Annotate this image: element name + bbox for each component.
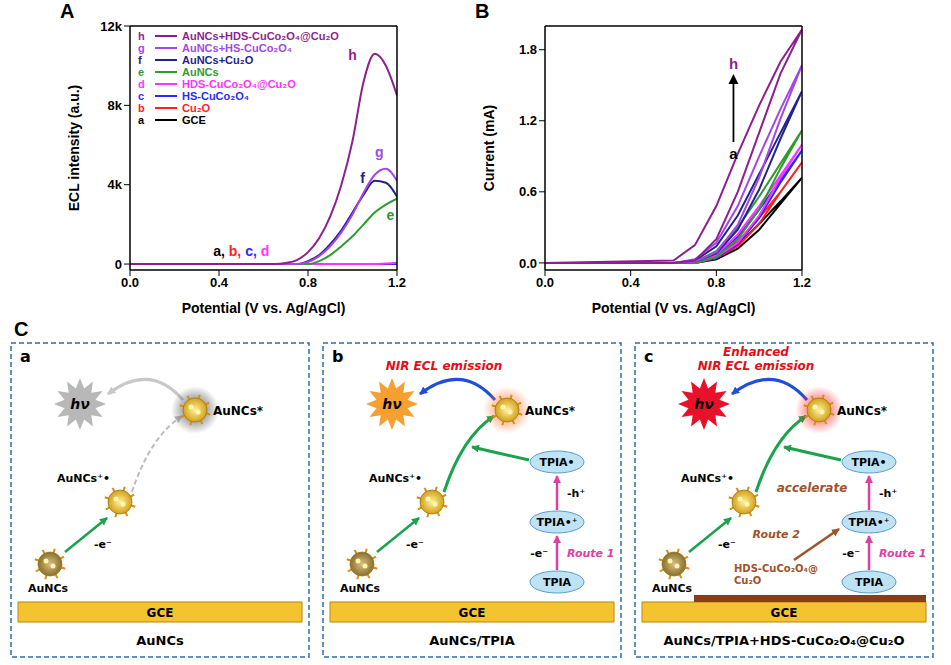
svg-text:0.6: 0.6 xyxy=(519,184,537,199)
html-text:AuNCs: AuNCs xyxy=(182,66,219,78)
html-text:AuNCs+Cu₂O: AuNCs+Cu₂O xyxy=(182,54,254,66)
svg-text:AuNCs*: AuNCs* xyxy=(837,404,888,418)
svg-text:0.4: 0.4 xyxy=(210,275,229,290)
svg-text:AuNCs*: AuNCs* xyxy=(525,404,576,418)
html-text:AuNCs+HS-CuCo₂O₄: AuNCs+HS-CuCo₂O₄ xyxy=(182,42,293,54)
svg-text:AuNCs: AuNCs xyxy=(652,582,693,595)
html-text:g: g xyxy=(138,42,145,54)
svg-text:1.8: 1.8 xyxy=(519,42,537,57)
svg-text:-h⁺: -h⁺ xyxy=(567,487,585,500)
html-text:A: A xyxy=(60,0,75,22)
svg-text:hν: hν xyxy=(382,396,402,412)
svg-text:0.0: 0.0 xyxy=(536,275,554,290)
svg-text:Potential (V vs. Ag/AgCl): Potential (V vs. Ag/AgCl) xyxy=(182,300,346,316)
svg-text:-e⁻: -e⁻ xyxy=(94,538,112,551)
svg-text:TPIA•⁺: TPIA•⁺ xyxy=(848,516,889,529)
svg-text:TPIA•⁺: TPIA•⁺ xyxy=(536,516,577,529)
svg-text:0.8: 0.8 xyxy=(299,275,317,290)
svg-text:AuNCs⁺•: AuNCs⁺• xyxy=(369,472,422,485)
svg-text:0.0: 0.0 xyxy=(121,275,139,290)
html-text:b: b xyxy=(138,102,145,114)
svg-text:Enhanced: Enhanced xyxy=(723,345,789,359)
svg-text:a: a xyxy=(729,145,738,162)
svg-text:1.2: 1.2 xyxy=(519,113,537,128)
svg-text:AuNCs/TPIA: AuNCs/TPIA xyxy=(429,633,515,648)
svg-text:Cu₂O: Cu₂O xyxy=(734,575,761,586)
svg-text:GCE: GCE xyxy=(147,606,174,620)
svg-text:-e⁻: -e⁻ xyxy=(530,547,548,560)
svg-text:AuNCs*: AuNCs* xyxy=(213,404,264,418)
svg-text:b: b xyxy=(332,347,343,366)
svg-text:AuNCs⁺•: AuNCs⁺• xyxy=(57,472,110,485)
html-text:B: B xyxy=(475,0,490,22)
svg-text:TPIA: TPIA xyxy=(543,576,572,589)
html-text:HS-CuCo₂O₄: HS-CuCo₂O₄ xyxy=(182,90,249,102)
svg-text:0.8: 0.8 xyxy=(707,275,725,290)
svg-text:4k: 4k xyxy=(108,177,123,192)
html-text:AuNCs+HDS-CuCo₂O₄@Cu₂O: AuNCs+HDS-CuCo₂O₄@Cu₂O xyxy=(182,30,339,42)
svg-text:1.2: 1.2 xyxy=(793,275,811,290)
svg-text:TPIA: TPIA xyxy=(855,576,884,589)
svg-text:hν: hν xyxy=(70,396,90,412)
svg-text:Current (mA): Current (mA) xyxy=(481,105,497,191)
html-text:a: a xyxy=(138,114,145,126)
svg-text:Route 1: Route 1 xyxy=(567,547,615,560)
svg-text:TPIA•: TPIA• xyxy=(539,456,574,469)
html-text:e: e xyxy=(138,66,145,78)
svg-text:NIR ECL emission: NIR ECL emission xyxy=(698,359,815,373)
svg-text:GCE: GCE xyxy=(459,606,486,620)
svg-text:a: a xyxy=(20,347,31,366)
svg-text:h: h xyxy=(348,47,357,63)
html-text:d: d xyxy=(138,78,145,90)
svg-text:1.2: 1.2 xyxy=(388,275,406,290)
svg-text:-e⁻: -e⁻ xyxy=(406,538,424,551)
html-text:c: c xyxy=(138,90,145,102)
svg-text:ECL intensity (a.u.): ECL intensity (a.u.) xyxy=(66,85,82,212)
html-text:Cu₂O: Cu₂O xyxy=(182,102,211,114)
svg-text:AuNCs⁺•: AuNCs⁺• xyxy=(681,472,734,485)
svg-text:AuNCs/TPIA+HDS-CuCo₂O₄@Cu₂O: AuNCs/TPIA+HDS-CuCo₂O₄@Cu₂O xyxy=(663,633,904,648)
svg-text:AuNCs: AuNCs xyxy=(136,633,184,648)
svg-text:AuNCs: AuNCs xyxy=(28,582,69,595)
svg-text:NIR ECL emission: NIR ECL emission xyxy=(386,359,503,373)
svg-text:a, b, c, d: a, b, c, d xyxy=(213,243,269,259)
html-text:C: C xyxy=(14,318,29,340)
svg-text:Route 1: Route 1 xyxy=(879,547,927,560)
svg-text:h: h xyxy=(729,55,738,72)
html-text:f: f xyxy=(138,54,142,66)
svg-text:f: f xyxy=(360,170,365,186)
svg-text:hν: hν xyxy=(694,396,714,412)
svg-text:8k: 8k xyxy=(108,98,123,113)
svg-text:Route 2: Route 2 xyxy=(752,528,800,541)
html-text:GCE: GCE xyxy=(182,114,206,126)
svg-text:0: 0 xyxy=(115,257,122,272)
svg-text:-e⁻: -e⁻ xyxy=(842,547,860,560)
svg-text:HDS-CuCo₂O₄@: HDS-CuCo₂O₄@ xyxy=(734,563,818,574)
svg-text:-e⁻: -e⁻ xyxy=(718,538,736,551)
svg-text:accelerate: accelerate xyxy=(777,481,848,495)
html-text:h: h xyxy=(138,30,145,42)
svg-text:g: g xyxy=(375,144,384,160)
svg-text:-h⁺: -h⁺ xyxy=(879,487,897,500)
svg-text:TPIA•: TPIA• xyxy=(851,456,886,469)
svg-text:0.4: 0.4 xyxy=(622,275,641,290)
svg-text:AuNCs: AuNCs xyxy=(340,582,381,595)
svg-text:GCE: GCE xyxy=(771,606,798,620)
html-text:HDS-CuCo₂O₄@Cu₂O: HDS-CuCo₂O₄@Cu₂O xyxy=(182,78,296,90)
svg-text:c: c xyxy=(644,347,653,366)
svg-text:0.0: 0.0 xyxy=(519,256,537,271)
svg-text:e: e xyxy=(386,207,394,223)
svg-text:Potential (V vs. Ag/AgCl): Potential (V vs. Ag/AgCl) xyxy=(592,300,756,316)
svg-text:12k: 12k xyxy=(100,19,122,34)
